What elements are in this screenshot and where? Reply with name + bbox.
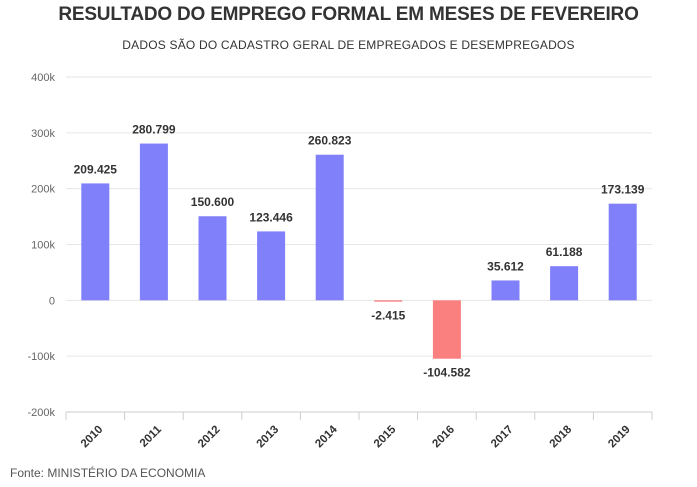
y-tick-label: 0 bbox=[49, 295, 55, 307]
y-tick-label: -100k bbox=[27, 351, 55, 363]
x-tick-label: 2019 bbox=[606, 424, 633, 451]
bar-2011[interactable] bbox=[139, 143, 168, 301]
data-label-2019: 173.139 bbox=[601, 183, 645, 197]
y-tick-label: 300k bbox=[31, 128, 55, 140]
chart-subtitle: DADOS SÃO DO CADASTRO GERAL DE EMPREGADO… bbox=[122, 38, 575, 52]
x-tick-label: 2017 bbox=[489, 424, 516, 451]
bar-2017[interactable] bbox=[491, 280, 520, 301]
x-tick-label: 2012 bbox=[196, 424, 223, 451]
y-tick-label: 400k bbox=[31, 72, 55, 84]
bar-2018[interactable] bbox=[550, 266, 579, 301]
bar-2010[interactable] bbox=[81, 183, 110, 301]
y-tick-label: 100k bbox=[31, 240, 55, 252]
y-tick-label: -200k bbox=[27, 407, 55, 419]
bar-2013[interactable] bbox=[257, 231, 286, 301]
chart-title: RESULTADO DO EMPREGO FORMAL EM MESES DE … bbox=[58, 4, 639, 25]
data-label-2011: 280.799 bbox=[132, 123, 176, 137]
source-note: Fonte: MINISTÉRIO DA ECONOMIA bbox=[10, 466, 206, 480]
bar-2014[interactable] bbox=[315, 154, 344, 301]
data-label-2013: 123.446 bbox=[249, 210, 293, 224]
data-label-2015: -2.415 bbox=[371, 309, 405, 323]
data-label-2014: 260.823 bbox=[308, 134, 352, 148]
data-label-2012: 150.600 bbox=[191, 195, 235, 209]
data-label-2010: 209.425 bbox=[74, 162, 118, 176]
x-tick-label: 2016 bbox=[430, 424, 457, 451]
x-tick-label: 2014 bbox=[313, 423, 340, 450]
data-label-2016: -104.582 bbox=[423, 366, 471, 380]
x-tick-label: 2015 bbox=[372, 423, 399, 450]
data-label-2017: 35.612 bbox=[487, 259, 524, 273]
x-tick-label: 2013 bbox=[255, 424, 282, 451]
bar-2016[interactable] bbox=[432, 300, 461, 359]
data-label-2018: 61.188 bbox=[546, 245, 583, 259]
bar-2015[interactable] bbox=[374, 300, 403, 302]
bar-2012[interactable] bbox=[198, 216, 227, 301]
bar-2019[interactable] bbox=[608, 203, 637, 301]
x-tick-label: 2010 bbox=[79, 424, 106, 451]
y-tick-label: 200k bbox=[31, 184, 55, 196]
x-tick-label: 2011 bbox=[138, 423, 165, 450]
x-tick-label: 2018 bbox=[548, 423, 575, 450]
